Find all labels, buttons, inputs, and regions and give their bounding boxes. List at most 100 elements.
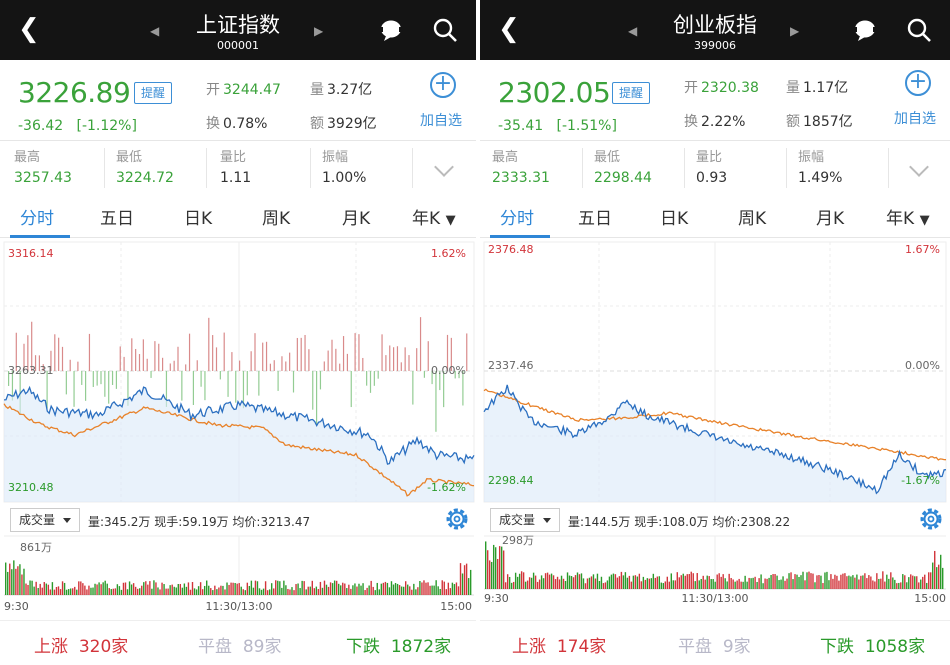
volume-bar (824, 572, 826, 589)
add-watchlist-button[interactable]: 加自选 (894, 111, 936, 127)
gear-icon[interactable] (444, 506, 470, 532)
intraday-volume-bar (419, 317, 422, 371)
intraday-volume-bar (246, 371, 248, 396)
next-index-icon[interactable]: ▶ (790, 24, 800, 38)
volume-bar (736, 580, 738, 589)
intraday-volume-bar (85, 371, 87, 401)
volume-bar (568, 575, 571, 589)
volume-bar (770, 575, 772, 589)
tab-weekly-k[interactable]: 周K (738, 209, 767, 229)
chevron-down-icon[interactable] (909, 157, 929, 177)
volume-bar (61, 581, 64, 595)
search-icon[interactable] (906, 17, 932, 43)
volume-bar (449, 588, 452, 595)
search-icon[interactable] (432, 17, 458, 43)
intraday-volume-bar (200, 371, 202, 387)
next-index-icon[interactable]: ▶ (314, 24, 324, 38)
gear-icon[interactable] (918, 506, 944, 532)
volume-bar (53, 589, 56, 595)
change-percent: [-1.12%] (76, 118, 137, 134)
time-start-label: 9:30 (484, 592, 509, 605)
volume-bar (734, 581, 736, 589)
intraday-volume-bar (88, 333, 91, 371)
volume-bar (932, 562, 934, 589)
tab-five-day[interactable]: 五日 (100, 209, 134, 229)
volume-bar (938, 564, 940, 589)
tab-monthly-k[interactable]: 月K (816, 209, 845, 229)
tab-weekly-k[interactable]: 周K (262, 209, 291, 229)
panel-shanghai-index: ❮ ◀ 上证指数 000001 ▶ 3226.89 提醒 -36.42 [-1.… (0, 0, 476, 657)
intraday-volume-bar (23, 343, 25, 371)
volume-bar (226, 582, 228, 595)
volume-bar (130, 584, 133, 595)
volume-bar (293, 590, 295, 595)
add-watchlist-icon[interactable]: + (430, 72, 456, 98)
volume-bar (57, 586, 60, 595)
volume-bar (490, 561, 493, 589)
bottom-value-label: 3210.48 (8, 481, 54, 494)
prev-index-icon[interactable]: ◀ (628, 24, 638, 38)
volume-bar (413, 583, 415, 595)
volume-bar (900, 582, 902, 589)
chevron-down-icon[interactable] (434, 157, 454, 177)
volume-bar (193, 588, 196, 595)
volume-bar (9, 563, 11, 595)
add-watchlist-button[interactable]: 加自选 (420, 113, 462, 129)
indicator-select[interactable]: 成交量 (10, 508, 80, 532)
change-percent: [-1.51%] (556, 118, 617, 134)
tab-yearly-k[interactable]: 年K ▼ (412, 209, 456, 229)
volume-bar (524, 581, 527, 589)
back-icon[interactable]: ❮ (498, 14, 520, 44)
top-pct-label: 1.67% (905, 243, 940, 256)
intraday-volume-bar (27, 335, 29, 371)
tab-daily-k[interactable]: 日K (184, 209, 213, 229)
intraday-volume-bar (281, 356, 283, 371)
volume-bar (884, 581, 886, 589)
volume-bar (712, 579, 714, 589)
volume-bar (260, 589, 263, 595)
back-icon[interactable]: ❮ (18, 14, 40, 44)
tab-five-day[interactable]: 五日 (578, 209, 612, 229)
remind-button[interactable]: 提醒 (134, 82, 172, 104)
volume-bar (67, 589, 70, 595)
volume-bar (496, 558, 499, 589)
volume-bar (78, 581, 80, 595)
prev-index-icon[interactable]: ◀ (150, 24, 160, 38)
divider (206, 148, 207, 188)
time-end-label: 15:00 (440, 600, 472, 613)
volume-bar (592, 574, 595, 589)
volume-bar (506, 574, 509, 589)
volume-bar (780, 579, 782, 589)
intraday-volume-bar (446, 334, 449, 371)
tab-intraday[interactable]: 分时 (20, 209, 54, 229)
volume-bar (520, 571, 523, 589)
volume-bar (195, 589, 198, 595)
volume-bar (536, 581, 539, 589)
volume-bar (203, 585, 206, 595)
volume-bar (582, 578, 585, 589)
price-change: -36.42 [-1.12%] (18, 118, 137, 134)
tab-yearly-k[interactable]: 年K ▼ (886, 209, 930, 229)
volume-bar (352, 585, 354, 595)
stat-high: 最高 3257.43 (14, 150, 72, 186)
volume-bar (610, 574, 613, 589)
volume-bar (398, 585, 401, 595)
intraday-volume-bar (38, 355, 40, 371)
intraday-volume-bar (350, 371, 352, 408)
message-icon[interactable] (378, 18, 404, 42)
volume-bar (191, 582, 194, 595)
volume-bar (15, 568, 17, 595)
intraday-volume-bar (96, 371, 98, 386)
tab-intraday[interactable]: 分时 (500, 209, 534, 229)
tab-monthly-k[interactable]: 月K (342, 209, 371, 229)
volume-bar (187, 582, 190, 595)
message-icon[interactable] (852, 18, 878, 42)
divider (684, 148, 685, 188)
volume-bar (74, 586, 76, 595)
add-watchlist-icon[interactable]: + (905, 70, 931, 96)
tab-daily-k[interactable]: 日K (660, 209, 689, 229)
volume-bar (666, 576, 669, 589)
indicator-select[interactable]: 成交量 (490, 508, 560, 532)
volume-bar (88, 585, 90, 595)
remind-button[interactable]: 提醒 (612, 82, 650, 104)
